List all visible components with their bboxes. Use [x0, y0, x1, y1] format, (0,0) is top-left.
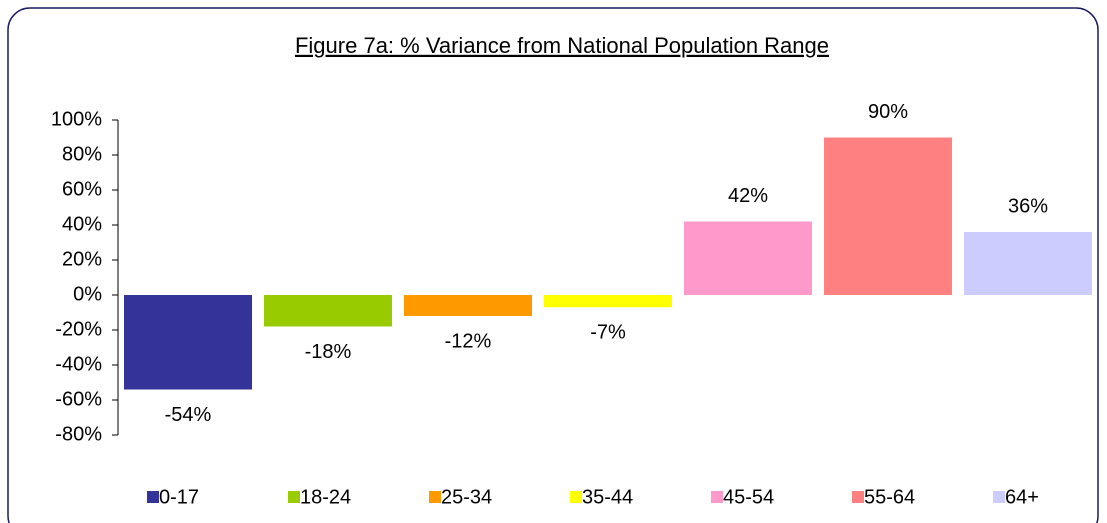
bar: [124, 295, 252, 390]
bar: [684, 221, 812, 295]
bar: [264, 295, 392, 327]
y-tick-label: -40%: [55, 353, 102, 375]
legend-swatch: [570, 491, 582, 503]
legend-swatch: [993, 491, 1005, 503]
legend-swatch: [288, 491, 300, 503]
legend-swatch: [429, 491, 441, 503]
legend-label: 35-44: [582, 486, 633, 508]
legend-label: 64+: [1005, 486, 1039, 508]
legend-label: 0-17: [159, 486, 199, 508]
y-tick-label: 80%: [62, 143, 102, 165]
legend-swatch: [147, 491, 159, 503]
y-tick-label: 40%: [62, 213, 102, 235]
chart-title: Figure 7a: % Variance from National Popu…: [295, 33, 829, 58]
bar: [824, 137, 952, 295]
y-tick-label: -80%: [55, 423, 102, 445]
y-tick-label: 0%: [73, 283, 102, 305]
chart-frame: [7, 7, 1099, 523]
legend-swatch: [852, 491, 864, 503]
legend-swatch: [711, 491, 723, 503]
data-label: 90%: [868, 101, 908, 123]
y-tick-label: -20%: [55, 318, 102, 340]
legend-label: 45-54: [723, 486, 774, 508]
y-tick-label: 100%: [51, 108, 102, 130]
bar: [544, 295, 672, 308]
y-tick-label: -60%: [55, 388, 102, 410]
data-label: -12%: [445, 330, 492, 352]
data-label: 36%: [1008, 195, 1048, 217]
legend-label: 18-24: [300, 486, 351, 508]
legend-label: 25-34: [441, 486, 492, 508]
data-label: 42%: [728, 185, 768, 207]
bar: [964, 232, 1092, 295]
legend-label: 55-64: [864, 486, 915, 508]
bar: [404, 295, 532, 316]
y-tick-label: 60%: [62, 178, 102, 200]
data-label: -18%: [305, 341, 352, 363]
y-tick-label: 20%: [62, 248, 102, 270]
data-label: -54%: [165, 404, 212, 426]
data-label: -7%: [590, 322, 626, 344]
